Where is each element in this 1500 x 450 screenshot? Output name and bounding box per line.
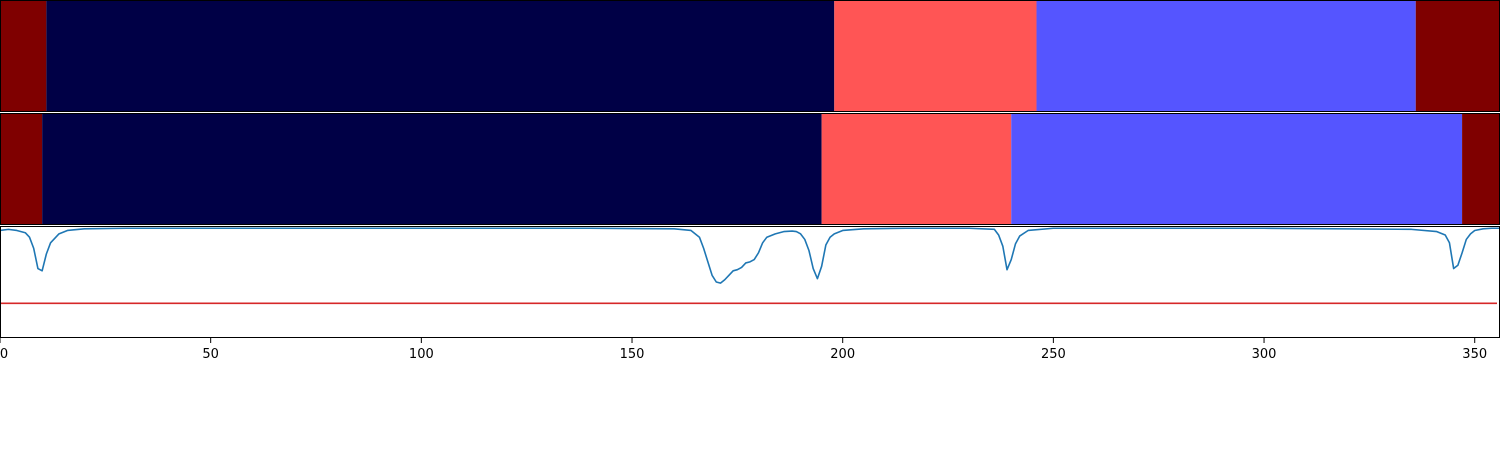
heatmap-segment-1-1 [0, 0, 47, 112]
heatmap-segment-2-5 [1462, 113, 1500, 225]
x-tick-label-100: 100 [409, 347, 434, 362]
heatmap-segment-2-1 [0, 113, 43, 225]
x-tick-label-150: 150 [620, 347, 645, 362]
heatmap-segment-2-4 [1011, 113, 1463, 225]
heatmap-segment-1-2 [46, 0, 835, 112]
segmentation-row-1 [0, 0, 1500, 112]
x-tick-label-200: 200 [830, 347, 855, 362]
x-tick-label-250: 250 [1041, 347, 1066, 362]
panel-frame-3 [0, 226, 1500, 338]
x-tick-label-300: 300 [1252, 347, 1277, 362]
heatmap-segment-1-3 [834, 0, 1037, 112]
heatmap-segment-2-2 [42, 113, 822, 225]
x-tick-label-0: 0 [0, 347, 8, 362]
heatmap-segment-2-3 [821, 113, 1012, 225]
x-tick-label-50: 50 [202, 347, 219, 362]
x-axis: 0 50 100 150 200 250 300 350 [0, 338, 1487, 362]
heatmap-segment-1-5 [1415, 0, 1500, 112]
heatmap-segment-1-4 [1036, 0, 1416, 112]
line-plot-panel [0, 227, 1500, 305]
segmentation-row-2 [0, 113, 1500, 225]
x-tick-label-350: 350 [1462, 347, 1487, 362]
series-line-1 [0, 227, 1500, 284]
